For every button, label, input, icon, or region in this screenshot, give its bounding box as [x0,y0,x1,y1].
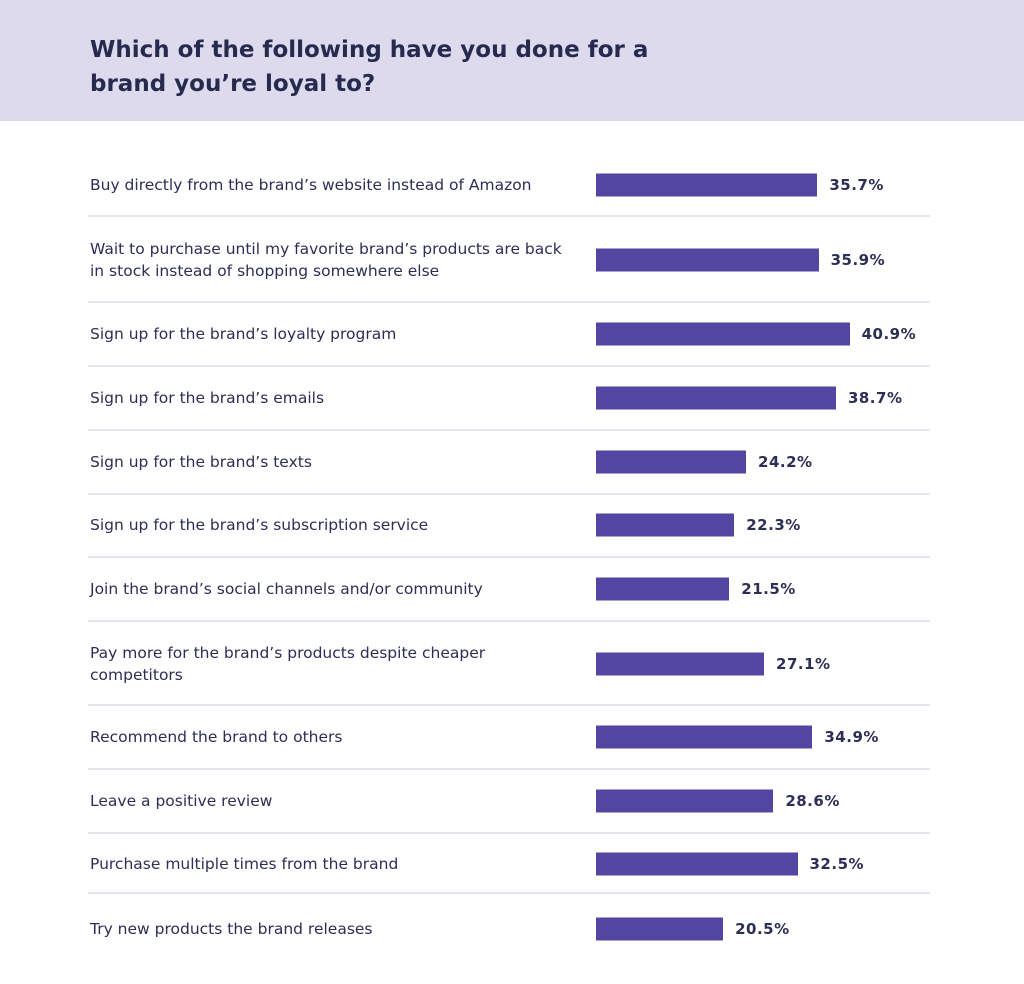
category-label: Buy directly from the brand’s website in… [90,176,532,194]
chart-title: Which of the following have you done for… [90,37,649,97]
value-label: 20.5% [735,920,790,938]
category-label: Sign up for the brand’s loyalty program [90,325,397,343]
bar [596,513,735,537]
bar [596,652,765,676]
bar [596,577,730,601]
row-divider [88,768,930,770]
chart-header: Which of the following have you done for… [0,0,1024,121]
row-divider [88,892,930,894]
category-label: Sign up for the brand’s texts [90,453,312,471]
bar-chart: Buy directly from the brand’s website in… [0,121,1024,984]
row-divider [88,493,930,495]
category-label: Join the brand’s social channels and/or … [90,580,483,598]
bar [596,386,836,410]
row-divider [88,556,930,558]
row-divider [88,215,930,217]
bar [596,852,798,876]
value-label: 38.7% [847,389,903,407]
value-label: 34.9% [824,728,879,746]
bar [596,725,813,749]
row-divider [88,620,930,622]
value-label: 27.1% [776,655,831,673]
value-label: 35.7% [829,176,884,194]
value-label: 28.6% [785,792,840,810]
row-divider [88,301,930,303]
category-label: Pay more for the brand’s products despit… [90,644,486,684]
category-label: Sign up for the brand’s emails [90,389,325,407]
row-divider [88,429,930,431]
row-divider [88,365,930,367]
category-label: Try new products the brand releases [90,920,373,938]
bar [596,173,818,197]
row-divider [88,832,930,834]
value-label: 40.9% [861,325,917,343]
bar [596,789,774,813]
category-label: Wait to purchase until my favorite brand… [90,240,562,280]
bar [596,450,747,474]
category-label: Leave a positive review [90,792,273,810]
value-label: 24.2% [758,453,813,471]
value-label: 35.9% [830,251,886,269]
value-label: 21.5% [741,580,796,598]
category-label: Purchase multiple times from the brand [90,855,399,873]
category-label: Sign up for the brand’s subscription ser… [90,516,429,534]
value-label: 22.3% [746,516,801,534]
category-label: Recommend the brand to others [90,728,343,746]
row-divider [88,704,930,706]
bar [596,322,850,346]
bar [596,917,724,941]
value-label: 32.5% [809,855,865,873]
bar [596,248,819,272]
